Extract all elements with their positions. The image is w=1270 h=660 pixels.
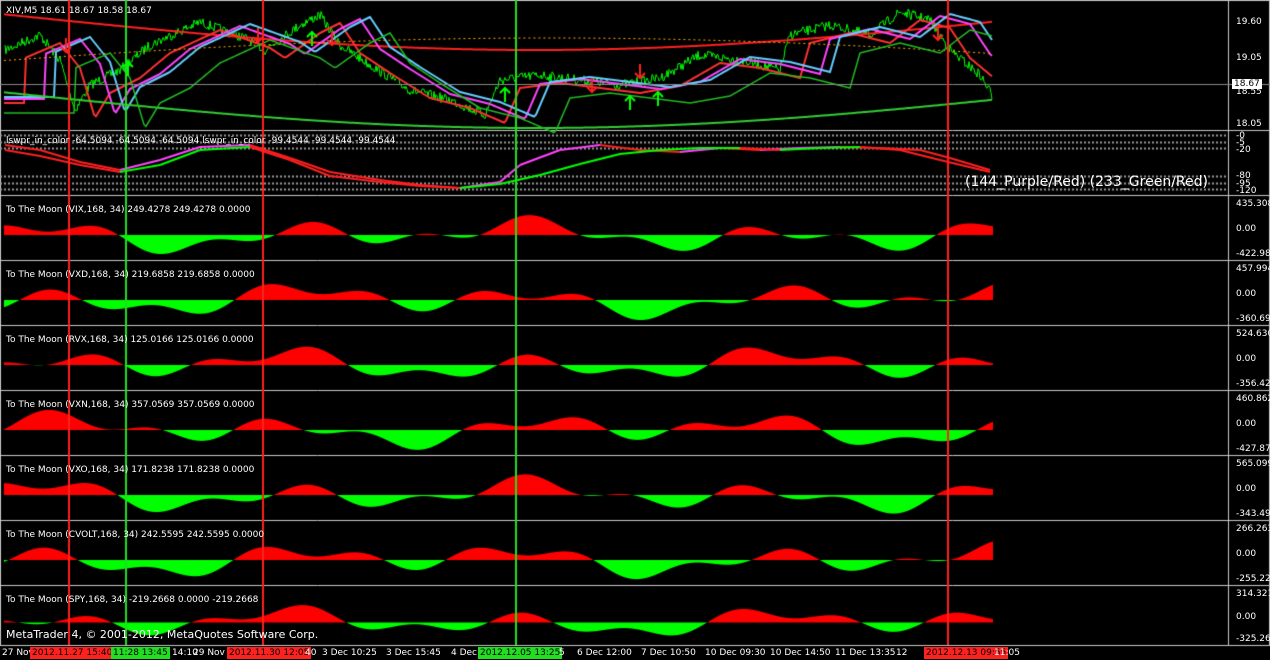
price-label: 18.55 (1236, 87, 1262, 97)
time-axis-label: 10 Dec 09:30 (705, 648, 766, 658)
time-axis-label: 10 Dec 14:50 (770, 648, 831, 658)
indicator-title: To The Moon (VXO,168, 34) 171.8238 171.8… (6, 465, 255, 475)
indicator-title: To The Moon (VXN,168, 34) 357.0569 357.0… (6, 400, 255, 410)
scale-bottom-label: -255.221 (1236, 574, 1270, 584)
time-axis-label: 11:05 (994, 648, 1020, 658)
time-axis-label: 2012.11.27 15:40 (30, 647, 115, 659)
scale-top-label: 314.321 (1236, 589, 1270, 599)
wpr-scale-label: -80 (1236, 171, 1251, 181)
scale-bottom-label: -422.981 (1236, 249, 1270, 259)
time-axis-label: 5 (559, 648, 565, 658)
current-price-box: 18.67 (1232, 79, 1262, 89)
wpr-title: lswpr_in_color -64.5094 -64.5094 -64.509… (6, 136, 396, 146)
scale-zero-label: 0.00 (1236, 611, 1257, 622)
scale-zero-label: 0.00 (1236, 549, 1257, 559)
scale-zero-label: 0.00 (1236, 419, 1257, 429)
scale-bottom-label: -325.268 (1236, 634, 1270, 644)
scale-zero-label: 0.00 (1236, 224, 1257, 234)
copyright-text: MetaTrader 4, © 2001-2012, MetaQuotes So… (6, 628, 319, 641)
indicator-title: To The Moon (VXD,168, 34) 219.6858 219.6… (6, 270, 255, 280)
price-label: 19.05 (1236, 53, 1262, 63)
time-axis-label: 3 Dec 15:45 (386, 648, 441, 658)
time-axis-label: 2012.11.30 12:05 (227, 647, 312, 659)
wpr-scale-label: -95 (1236, 179, 1251, 189)
scale-top-label: 435.308 (1236, 199, 1270, 209)
scale-bottom-label: -343.499 (1236, 509, 1270, 519)
time-axis-label: 6 Dec 12:00 (577, 648, 632, 658)
time-axis-label: 27 Nov (2, 648, 34, 658)
wpr-scale-label: -120 (1236, 186, 1257, 196)
scale-bottom-label: -356.429 (1236, 379, 1270, 389)
wpr-scale-label: -0 (1236, 131, 1245, 141)
time-axis-label: 2012.12.05 13:25 (478, 647, 563, 659)
indicator-title: To The Moon (RVX,168, 34) 125.0166 125.0… (6, 335, 254, 345)
price-label: 18.05 (1236, 119, 1262, 129)
price-label: 19.60 (1236, 17, 1262, 27)
indicator-title: To The Moon (VIX,168, 34) 249.4278 249.4… (6, 205, 251, 215)
time-axis-label: 3 Dec 10:25 (322, 648, 377, 658)
scale-top-label: 457.994 (1236, 264, 1270, 274)
time-axis-label: 12 (896, 648, 908, 658)
scale-top-label: 524.630 (1236, 329, 1270, 339)
scale-zero-label: 0.00 (1236, 289, 1257, 299)
time-axis-label: 2012.12.13 09:55 (924, 647, 1009, 659)
time-axis-label: 40 (305, 648, 317, 658)
scale-bottom-label: -360.691 (1236, 314, 1270, 324)
scale-top-label: 565.099 (1236, 459, 1270, 469)
indicator-title: To The Moon (SPY,168, 34) -219.2668 0.00… (6, 595, 259, 605)
indicator-title: To The Moon (CVOLT,168, 34) 242.5595 242… (6, 530, 265, 540)
main-chart-title: XIV,M5 18.61 18.67 18.58 18.67 (6, 6, 152, 16)
time-axis-label: 4 Dec (451, 648, 478, 658)
scale-zero-label: 0.00 (1236, 354, 1257, 364)
scale-top-label: 460.862 (1236, 394, 1270, 404)
time-axis-label: 11 Dec 13:35 (835, 648, 896, 658)
wpr-scale-label: -20 (1236, 145, 1251, 155)
scale-zero-label: 0.00 (1236, 484, 1257, 494)
scale-bottom-label: -427.870 (1236, 444, 1270, 454)
scale-top-label: 266.263 (1236, 524, 1270, 534)
time-axis-label: 14:10 (172, 648, 198, 658)
wpr-scale-label: -5 (1236, 138, 1245, 148)
time-axis-label: 29 Nov (193, 648, 225, 658)
time-axis-label: 11:28 13:45 (111, 647, 170, 659)
wpr-legend: (144_Purple/Red) (233_Green/Red) (965, 174, 1208, 190)
time-axis-label: 7 Dec 10:50 (641, 648, 696, 658)
